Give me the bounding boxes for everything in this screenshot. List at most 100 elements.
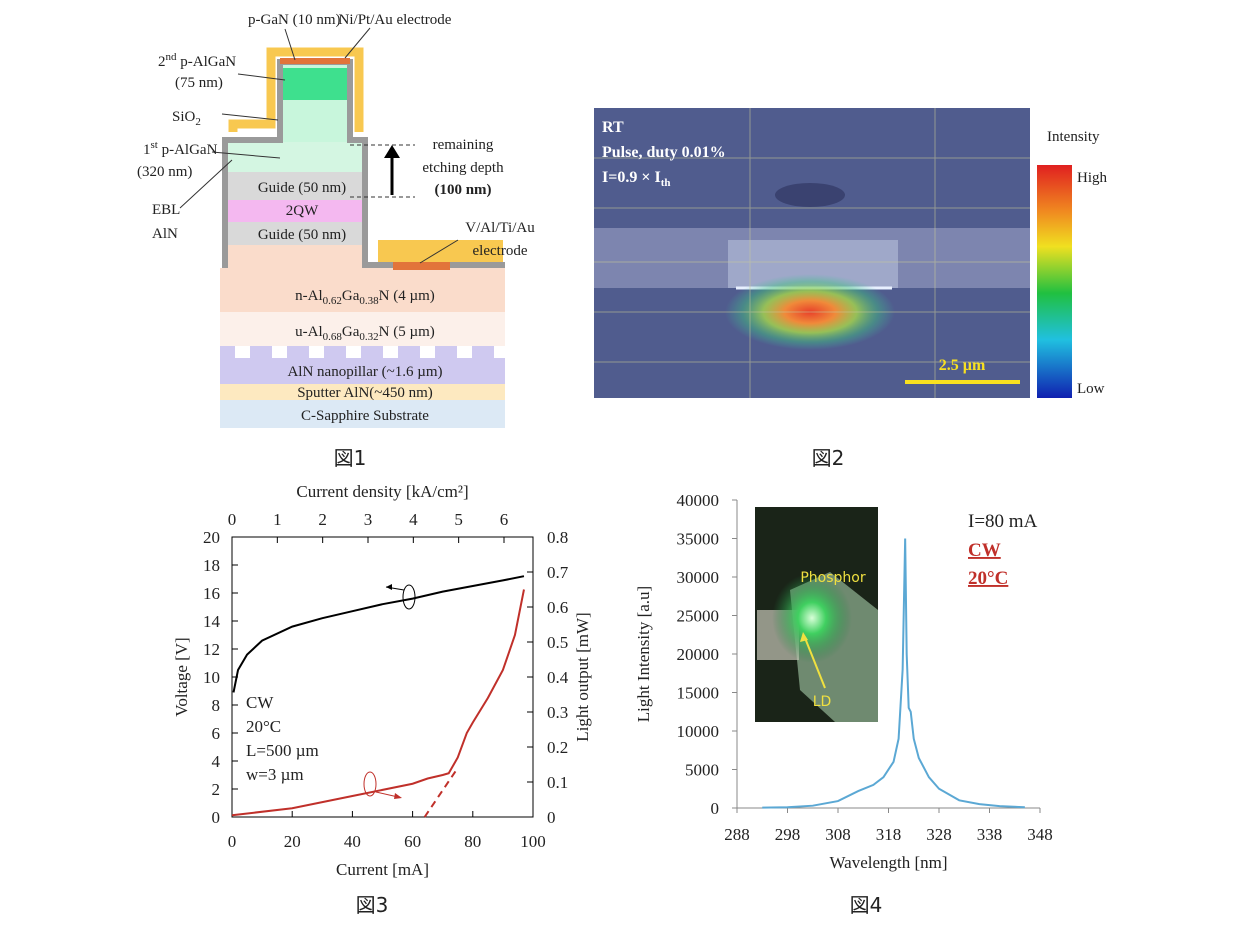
- label: V/Al/Ti/Au: [465, 220, 535, 236]
- label: Guide (50 nm): [258, 180, 346, 196]
- label-part: th: [661, 177, 671, 189]
- label: (320 nm): [137, 164, 192, 180]
- x2-tick-label: 1: [273, 510, 282, 529]
- shadow: [775, 183, 845, 207]
- series-arrowhead: [394, 793, 402, 799]
- series-marker-ellipse: [402, 584, 416, 610]
- y-axis-label: Voltage [V]: [172, 637, 191, 716]
- series-line: [231, 589, 525, 817]
- series-arrowhead: [386, 584, 392, 590]
- y2-tick-label: 0.4: [547, 668, 569, 687]
- y2-tick-label: 0.5: [547, 633, 568, 652]
- label-part: p-AlGaN: [177, 54, 237, 70]
- label-part: 0.62: [323, 295, 342, 307]
- label-part: st: [151, 139, 158, 151]
- ld-arrowhead: [800, 632, 808, 642]
- label-part: 2: [158, 54, 166, 70]
- x2-axis-label: Current density [kA/cm²]: [296, 482, 468, 501]
- etch-arrowhead: [384, 145, 400, 158]
- label-part: N (4 µm): [379, 288, 435, 304]
- label-part: 1: [143, 142, 151, 158]
- annotation: w=3 µm: [246, 765, 304, 784]
- label-part: I=0.9 × I: [602, 169, 661, 186]
- electrode-top: [280, 58, 350, 64]
- label-part: u-Al: [295, 324, 323, 340]
- label: p-GaN (10 nm): [248, 12, 340, 28]
- label: etching depth: [422, 160, 504, 176]
- nanopillar-layer: [220, 358, 505, 384]
- y2-tick-label: 0.3: [547, 703, 568, 722]
- x-tick-label: 288: [724, 825, 750, 844]
- x-tick-label: 298: [775, 825, 801, 844]
- y2-tick-label: 0.6: [547, 598, 568, 617]
- label-part: 0.38: [359, 295, 379, 307]
- x-tick-label: 100: [520, 832, 546, 851]
- series-line: [232, 575, 525, 693]
- series-marker-ellipse: [363, 771, 377, 797]
- x-tick-label: 318: [876, 825, 902, 844]
- caption: 図3: [356, 893, 389, 917]
- label-part: N (5 µm): [379, 324, 435, 340]
- colorbar: [1037, 165, 1072, 398]
- caption: 図1: [334, 446, 367, 470]
- quantum-well: [228, 200, 365, 222]
- label-part: 0.32: [359, 331, 378, 343]
- image-grid: [594, 108, 1030, 398]
- label: SiO2: [172, 109, 201, 128]
- x-tick-label: 348: [1027, 825, 1053, 844]
- y-tick-label: 2: [212, 780, 221, 799]
- y2-tick-label: 0.2: [547, 738, 568, 757]
- n-layer-mesa: [228, 245, 365, 268]
- x2-tick-label: 3: [364, 510, 373, 529]
- label: 2QW: [286, 203, 319, 219]
- label: Ni/Pt/Au electrode: [339, 12, 452, 28]
- x2-tick-label: 2: [318, 510, 327, 529]
- label: RT: [602, 119, 624, 136]
- y-tick-label: 8: [212, 696, 221, 715]
- annotation: I=80 mA: [968, 511, 1038, 532]
- y-tick-label: 12: [203, 640, 220, 659]
- x2-tick-label: 5: [454, 510, 463, 529]
- substrate-layer: [220, 400, 505, 428]
- y-tick-label: 10000: [677, 722, 720, 741]
- x-tick-label: 80: [464, 832, 481, 851]
- y-tick-label: 10: [203, 668, 220, 687]
- ld-arrow: [804, 637, 826, 689]
- colorbar-label: Low: [1077, 381, 1105, 397]
- label: u-Al0.68Ga0.32N (5 µm): [295, 324, 435, 343]
- scale-label: 2.5 µm: [939, 357, 986, 374]
- x2-tick-label: 4: [409, 510, 418, 529]
- x-tick-label: 20: [284, 832, 301, 851]
- inset-label: LD: [813, 694, 832, 710]
- u-layer: [220, 312, 505, 346]
- y-tick-label: 35000: [677, 530, 720, 549]
- x2-tick-label: 6: [500, 510, 509, 529]
- inset-label: Phosphor: [800, 570, 866, 586]
- n-layer: [220, 268, 505, 312]
- label: Guide (50 nm): [258, 227, 346, 243]
- label: C-Sapphire Substrate: [301, 408, 429, 424]
- y-tick-label: 16: [203, 584, 220, 603]
- nanopillars: [220, 346, 494, 358]
- colorbar-label: High: [1077, 170, 1108, 186]
- label-part: 2: [195, 116, 201, 128]
- annotation: 20°C: [246, 717, 281, 736]
- guide-lower: [228, 222, 365, 245]
- label: 2nd p-AlGaN: [158, 51, 236, 70]
- x2-tick-label: 0: [228, 510, 237, 529]
- annotation: CW: [968, 540, 1001, 561]
- y-tick-label: 14: [203, 612, 221, 631]
- y-tick-label: 25000: [677, 607, 720, 626]
- y-tick-label: 15000: [677, 684, 720, 703]
- x-tick-label: 40: [344, 832, 361, 851]
- caption: 図2: [812, 446, 845, 470]
- label: 1st p-AlGaN: [143, 139, 218, 158]
- y-tick-label: 18: [203, 556, 220, 575]
- label: electrode: [473, 243, 528, 259]
- label: I=0.9 × Ith: [602, 169, 670, 189]
- label-part: Ga: [342, 288, 360, 304]
- label-part: Ga: [342, 324, 360, 340]
- guide-upper: [228, 172, 365, 200]
- series-line: [762, 538, 1025, 809]
